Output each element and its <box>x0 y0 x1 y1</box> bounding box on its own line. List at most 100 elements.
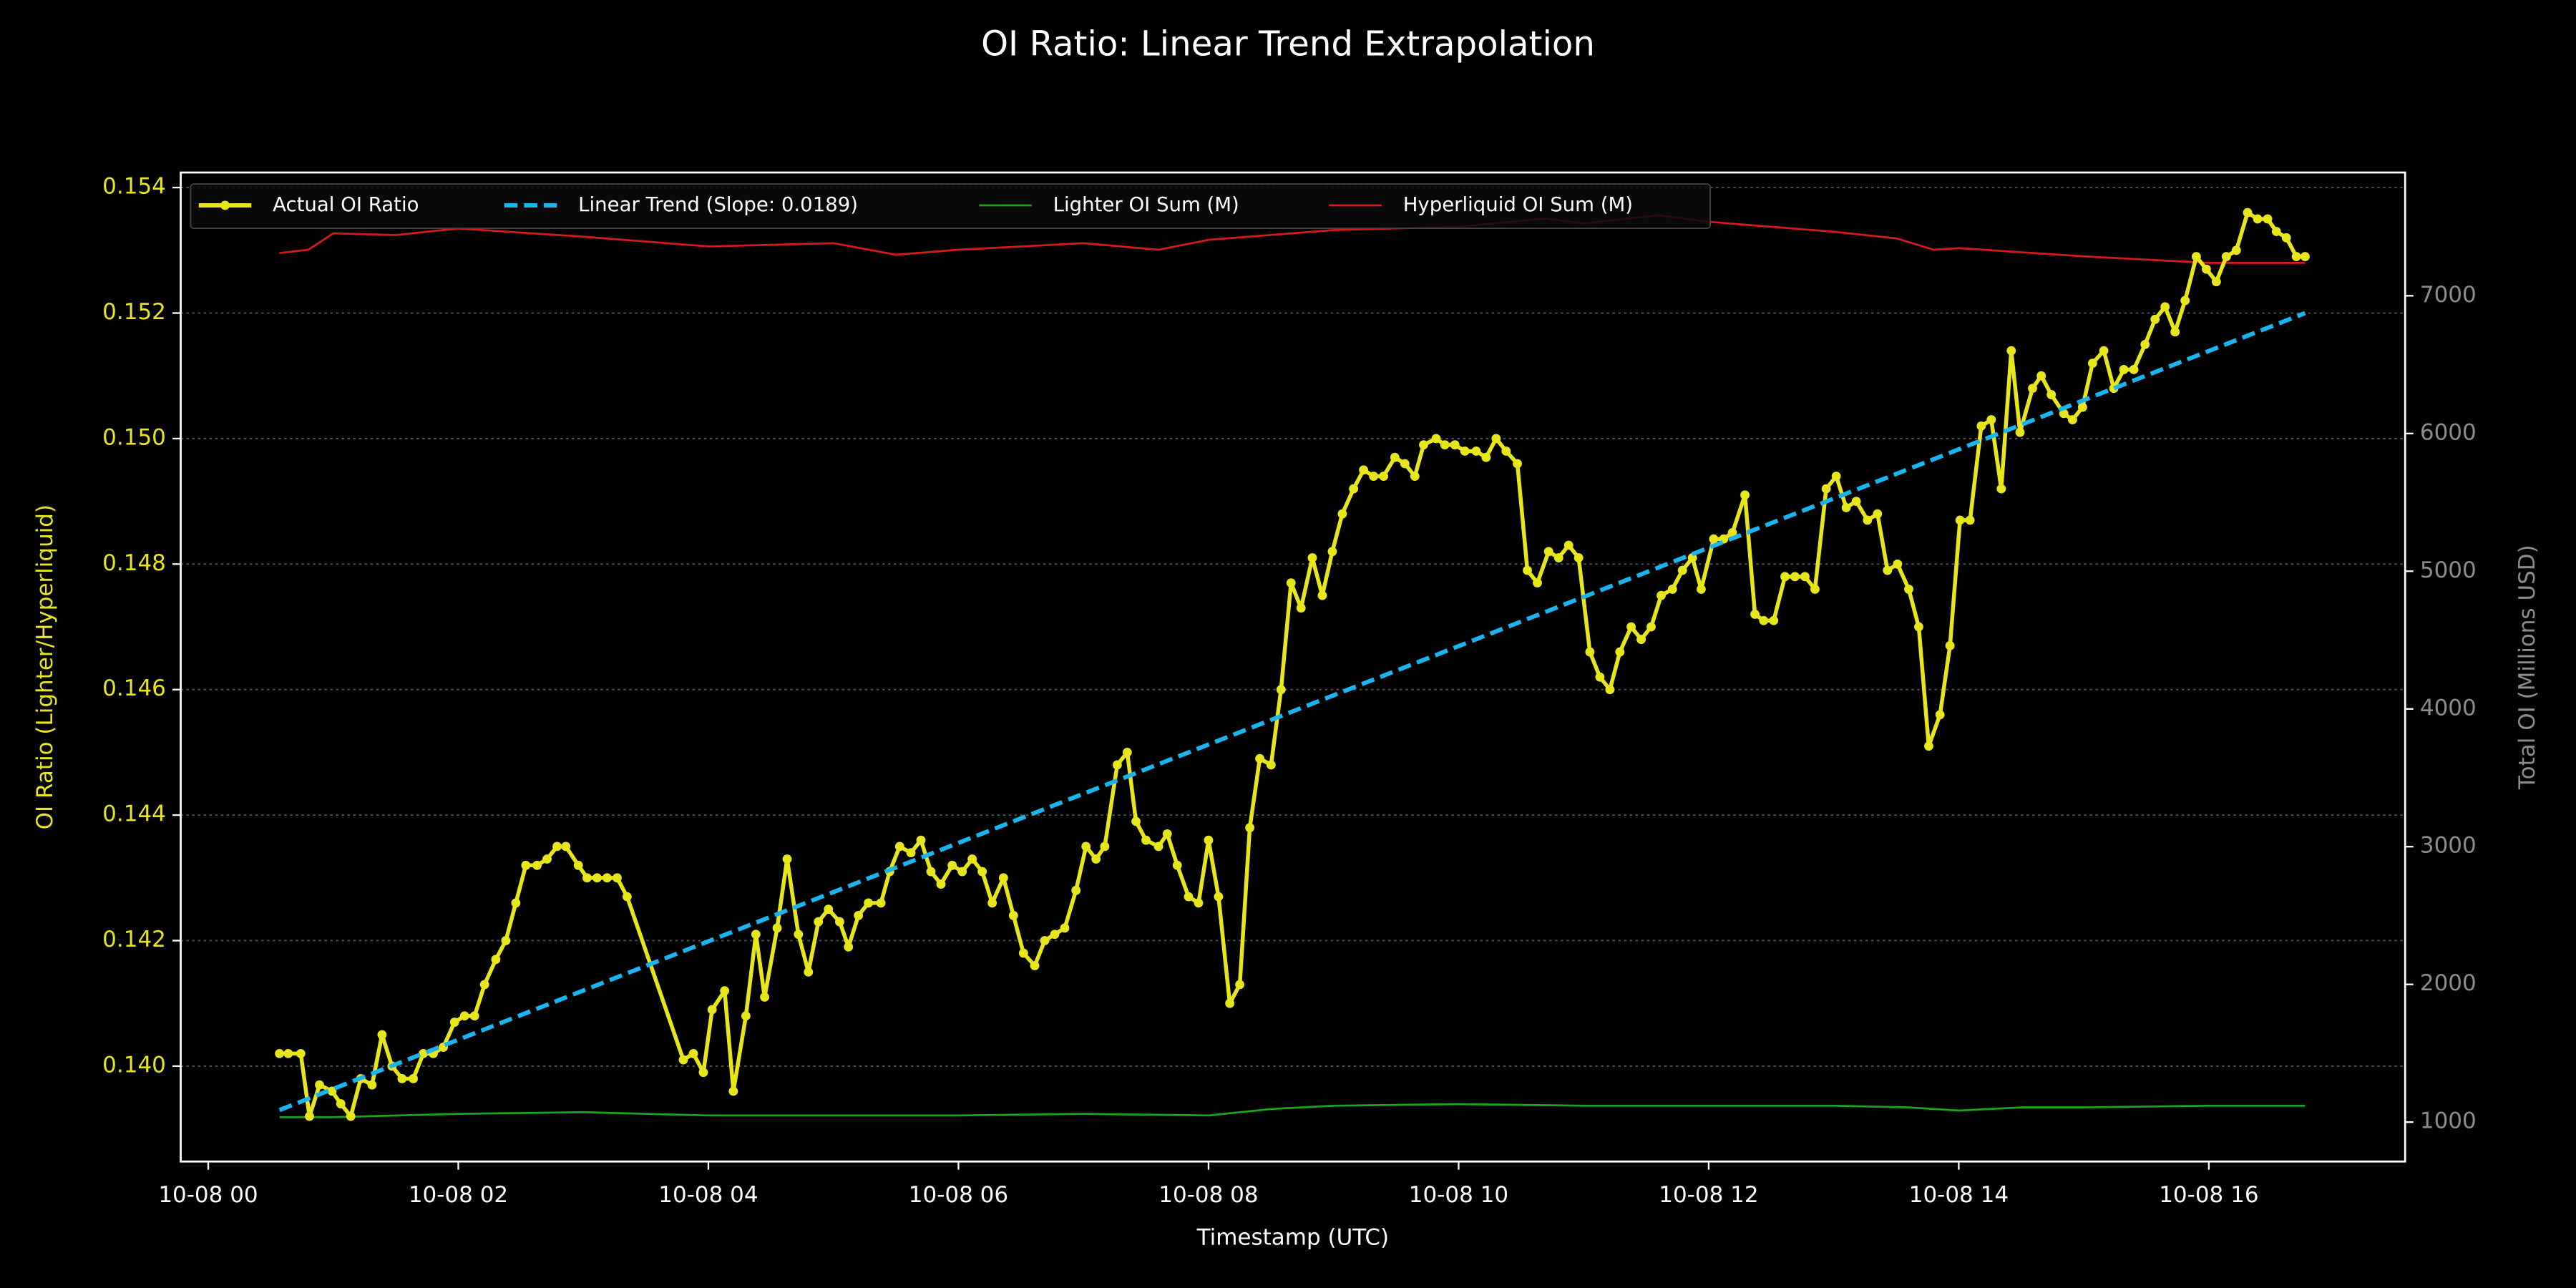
data-point <box>1307 553 1317 562</box>
data-point <box>1696 584 1706 594</box>
data-point <box>1615 647 1625 657</box>
data-point <box>1996 484 2006 494</box>
data-point <box>449 1018 459 1027</box>
data-point <box>1501 447 1511 456</box>
data-point <box>1976 421 1986 431</box>
data-point <box>854 911 864 920</box>
data-point <box>1904 584 1913 594</box>
data-point <box>602 873 612 883</box>
data-point <box>561 841 571 852</box>
data-point <box>977 867 987 877</box>
data-point <box>1379 472 1389 481</box>
data-point <box>501 936 511 945</box>
data-point <box>1255 753 1265 763</box>
data-point <box>1646 622 1656 632</box>
data-point <box>1410 472 1420 481</box>
data-point <box>1945 640 1955 650</box>
data-point <box>1831 472 1841 481</box>
data-point <box>1317 590 1327 600</box>
data-point <box>1863 515 1873 525</box>
data-point <box>532 860 542 870</box>
data-point <box>936 879 946 889</box>
data-point <box>612 873 622 883</box>
y-tick-label: 0.152 <box>102 299 166 325</box>
data-point <box>469 1011 479 1021</box>
data-point <box>1390 452 1400 462</box>
data-point <box>751 930 761 940</box>
data-point <box>1595 672 1605 682</box>
legend-label: Hyperliquid OI Sum (M) <box>1403 193 1633 216</box>
data-point <box>707 1005 717 1015</box>
data-point <box>1286 578 1296 588</box>
legend-label: Lighter OI Sum (M) <box>1053 193 1239 216</box>
data-point <box>592 873 602 883</box>
x-tick-label: 10-08 08 <box>1158 1182 1258 1208</box>
y-tick-label: 0.150 <box>102 424 166 450</box>
data-point <box>1276 685 1286 695</box>
data-point <box>2211 277 2221 287</box>
data-point <box>1194 898 1204 908</box>
data-point <box>1553 553 1563 562</box>
data-point <box>573 860 583 870</box>
y-tick-label: 0.154 <box>102 174 166 200</box>
series-line <box>279 214 2306 264</box>
data-point <box>1214 892 1224 902</box>
data-point <box>2129 365 2139 374</box>
y2-axis-label: Total OI (Millions USD) <box>2514 545 2540 790</box>
data-point <box>967 854 977 864</box>
data-point <box>1112 760 1122 770</box>
data-point <box>678 1055 688 1065</box>
data-point <box>947 860 957 870</box>
legend-label: Linear Trend (Slope: 0.0189) <box>578 193 858 216</box>
data-point <box>1337 509 1347 519</box>
data-point <box>459 1011 469 1021</box>
data-point <box>1574 553 1584 562</box>
data-point <box>1626 622 1636 632</box>
data-point <box>1914 622 1923 632</box>
data-point <box>296 1048 306 1058</box>
y-tick-label: 0.140 <box>102 1052 166 1078</box>
data-point <box>1750 610 1760 619</box>
data-point <box>2046 390 2057 399</box>
x-tick-label: 10-08 06 <box>909 1182 1008 1208</box>
x-tick-label: 10-08 16 <box>2159 1182 2258 1208</box>
data-point <box>409 1074 419 1083</box>
y2-tick-label: 6000 <box>2420 419 2477 445</box>
data-point <box>1225 998 1235 1008</box>
data-point <box>1790 572 1800 582</box>
x-tick-label: 10-08 02 <box>409 1182 508 1208</box>
series-line <box>279 1103 2306 1118</box>
data-point <box>1184 892 1194 902</box>
legend-label: Actual OI Ratio <box>273 193 419 216</box>
data-point <box>2067 415 2077 425</box>
data-point <box>1533 578 1542 588</box>
data-point <box>760 992 770 1002</box>
data-point <box>1986 415 1996 425</box>
data-point <box>1327 547 1337 557</box>
data-point <box>1040 936 1050 945</box>
data-point <box>1460 447 1470 456</box>
data-point <box>1359 465 1369 475</box>
data-point <box>2191 252 2201 262</box>
data-point <box>1769 615 1779 625</box>
data-point <box>2170 327 2180 337</box>
data-point <box>2150 314 2160 324</box>
data-point <box>2243 208 2253 218</box>
data-point <box>377 1030 387 1040</box>
data-point <box>720 986 730 996</box>
data-point <box>1100 841 1110 852</box>
data-point <box>698 1068 708 1078</box>
data-point <box>397 1074 407 1083</box>
data-point <box>1440 440 1450 450</box>
data-point <box>1873 509 1883 519</box>
x-tick-label: 10-08 12 <box>1659 1182 1758 1208</box>
data-point <box>2253 214 2263 224</box>
data-point <box>1605 685 1615 695</box>
y-tick-label: 0.146 <box>102 675 166 701</box>
data-point <box>794 930 804 940</box>
data-point <box>1400 459 1410 469</box>
data-point <box>1740 490 1750 500</box>
data-point <box>1450 440 1460 450</box>
